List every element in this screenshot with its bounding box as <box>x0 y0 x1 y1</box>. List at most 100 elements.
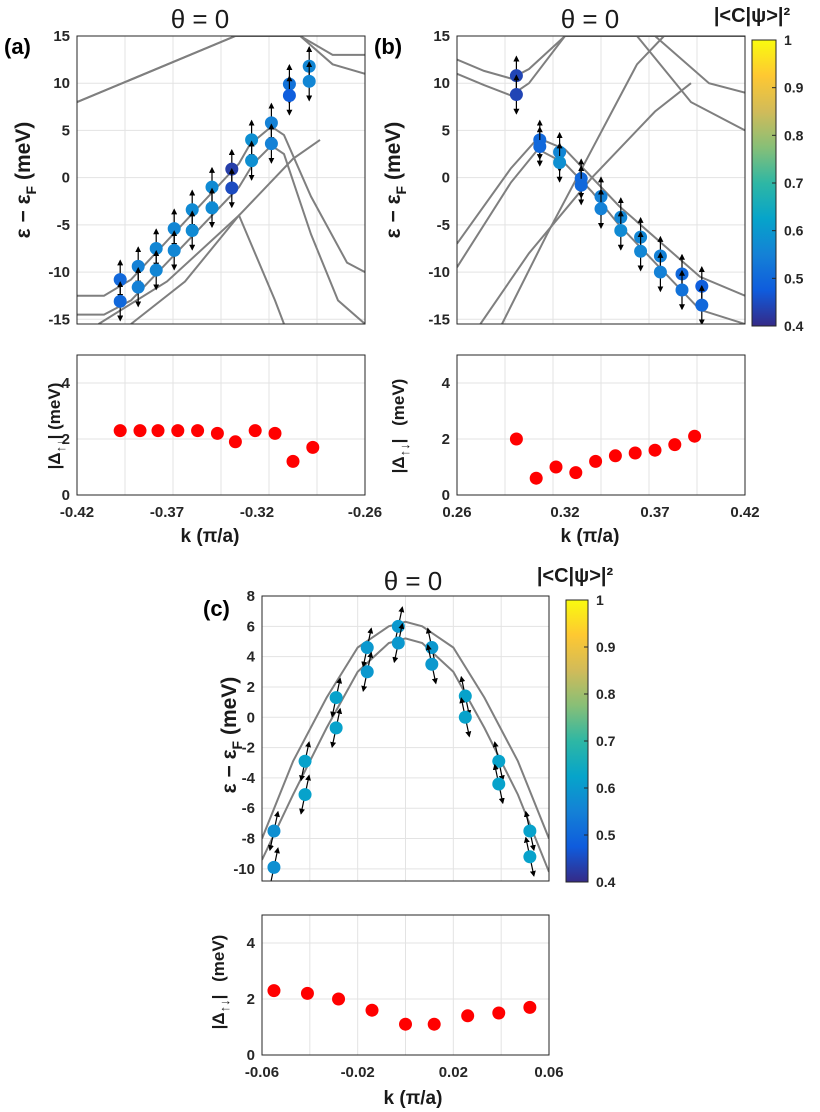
data-point <box>360 665 374 679</box>
gap-point <box>113 424 127 438</box>
band-b-ytick: 15 <box>433 28 450 45</box>
band-curve <box>636 36 745 132</box>
gap-c-xtick: -0.06 <box>245 1064 279 1081</box>
gap-b-ytick: 4 <box>442 375 451 392</box>
gap-c-ytick: 4 <box>247 935 256 952</box>
band-curve <box>77 36 365 104</box>
band-curve <box>457 36 745 80</box>
band-curves-a <box>77 36 365 324</box>
data-point <box>553 156 567 170</box>
gap-b-xtick: 0.37 <box>640 504 669 521</box>
data-point <box>298 754 312 768</box>
data-point <box>523 824 537 838</box>
gap-point <box>332 992 346 1006</box>
data-point <box>391 619 405 633</box>
band-b-ytick: -5 <box>437 217 450 234</box>
gap-point <box>529 471 543 485</box>
colorbar-top-title: |<C|ψ>|² <box>714 5 791 27</box>
band-b-ytick: -10 <box>428 264 450 281</box>
gap-point <box>589 454 603 468</box>
colorbar-tick: 0.5 <box>784 270 804 286</box>
panel-label-c: (c) <box>203 596 230 621</box>
data-point <box>492 754 506 768</box>
data-point <box>425 657 439 671</box>
gap-point <box>688 429 702 443</box>
band-a-ytick: -5 <box>57 217 70 234</box>
xlabel-b: k (π/a) <box>561 526 620 547</box>
band-c-ytick: -8 <box>242 831 255 848</box>
data-point <box>458 689 472 703</box>
band-a-frame <box>76 35 366 325</box>
gap-point <box>191 424 205 438</box>
data-point <box>574 178 588 192</box>
data-point <box>614 224 628 238</box>
gap-point <box>248 424 262 438</box>
gap-point <box>492 1006 506 1020</box>
gap-point <box>628 446 642 460</box>
gap-point <box>399 1017 412 1031</box>
gap-b-ytick: 2 <box>442 431 450 448</box>
data-point <box>267 860 281 874</box>
gap-b-frame <box>456 354 746 496</box>
gap-a-xtick: -0.32 <box>240 504 274 521</box>
band-b-ytick: -15 <box>428 311 450 328</box>
data-point <box>653 265 667 279</box>
colorbar-bottom-title: |<C|ψ>|² <box>537 565 614 587</box>
gap-a-ytick: 0 <box>62 487 70 504</box>
data-point <box>282 88 296 102</box>
gap-b-xtick: 0.32 <box>550 504 579 521</box>
colorbar-tick: 0.5 <box>596 827 616 843</box>
data-point <box>245 154 259 168</box>
data-point <box>425 641 439 655</box>
xlabel-c: k (π/a) <box>384 1088 443 1109</box>
band-curves-b <box>457 36 745 324</box>
gap-point <box>268 426 282 440</box>
gap-point <box>286 454 300 468</box>
band-curve <box>457 36 745 97</box>
band-curve <box>479 82 692 324</box>
gap-plot-c: 0 2 4 -0.06 -0.02 0.02 0.06 <box>245 914 564 1081</box>
gap-a-ytick: 2 <box>62 431 70 448</box>
gap-point <box>133 424 147 438</box>
band-c-ytick: 8 <box>247 588 255 605</box>
data-point <box>245 133 259 147</box>
gap-point <box>608 449 622 463</box>
colorbar-tick: 0.4 <box>784 318 804 334</box>
gap-point <box>509 432 523 446</box>
gap-point <box>267 984 281 998</box>
data-point <box>634 244 648 258</box>
gap-point <box>461 1009 475 1023</box>
band-plot-c: 8 6 4 2 0 -2 -4 -6 -8 -10 <box>233 588 550 882</box>
gap-ylabel-c: |Δ↑↓| (meV) <box>209 935 232 1030</box>
data-point <box>329 721 343 735</box>
colorbar-tick: 0.6 <box>596 780 616 796</box>
title-b: θ = 0 <box>561 4 620 34</box>
panel-label-a: (a) <box>4 34 31 59</box>
data-point <box>391 636 405 650</box>
gap-b-xtick: 0.26 <box>442 504 471 521</box>
gap-a-frame <box>76 354 366 496</box>
xlabel-a: k (π/a) <box>181 526 240 547</box>
band-c-ytick: 0 <box>247 709 255 726</box>
band-c-ytick: -6 <box>242 800 255 817</box>
data-point <box>360 641 374 655</box>
data-point <box>113 294 127 308</box>
data-point <box>695 298 709 312</box>
panel-a: (a) θ = 0 ε − εF (meV) 15 10 5 0 -5 -10 -15 |Δ… <box>4 4 382 547</box>
gap-point <box>306 440 320 454</box>
gap-c-ytick: 0 <box>247 1047 255 1064</box>
colorbar-tick: 0.9 <box>784 80 804 96</box>
band-c-ytick: -10 <box>233 861 255 878</box>
band-a-ytick: -10 <box>48 264 70 281</box>
gap-a-ytick: 4 <box>62 375 71 392</box>
gap-ylabel-a: |Δ↑↓| (meV) <box>45 383 68 470</box>
data-point <box>264 137 278 151</box>
title-a: θ = 0 <box>171 4 230 34</box>
data-point <box>131 280 145 294</box>
band-plot-b: 15 10 5 0 -5 -10 -15 <box>428 28 746 328</box>
band-curve <box>130 213 285 324</box>
data-point <box>185 203 199 217</box>
gap-b-ytick: 0 <box>442 487 450 504</box>
gap-point <box>365 1003 379 1017</box>
gap-point <box>523 1000 537 1014</box>
